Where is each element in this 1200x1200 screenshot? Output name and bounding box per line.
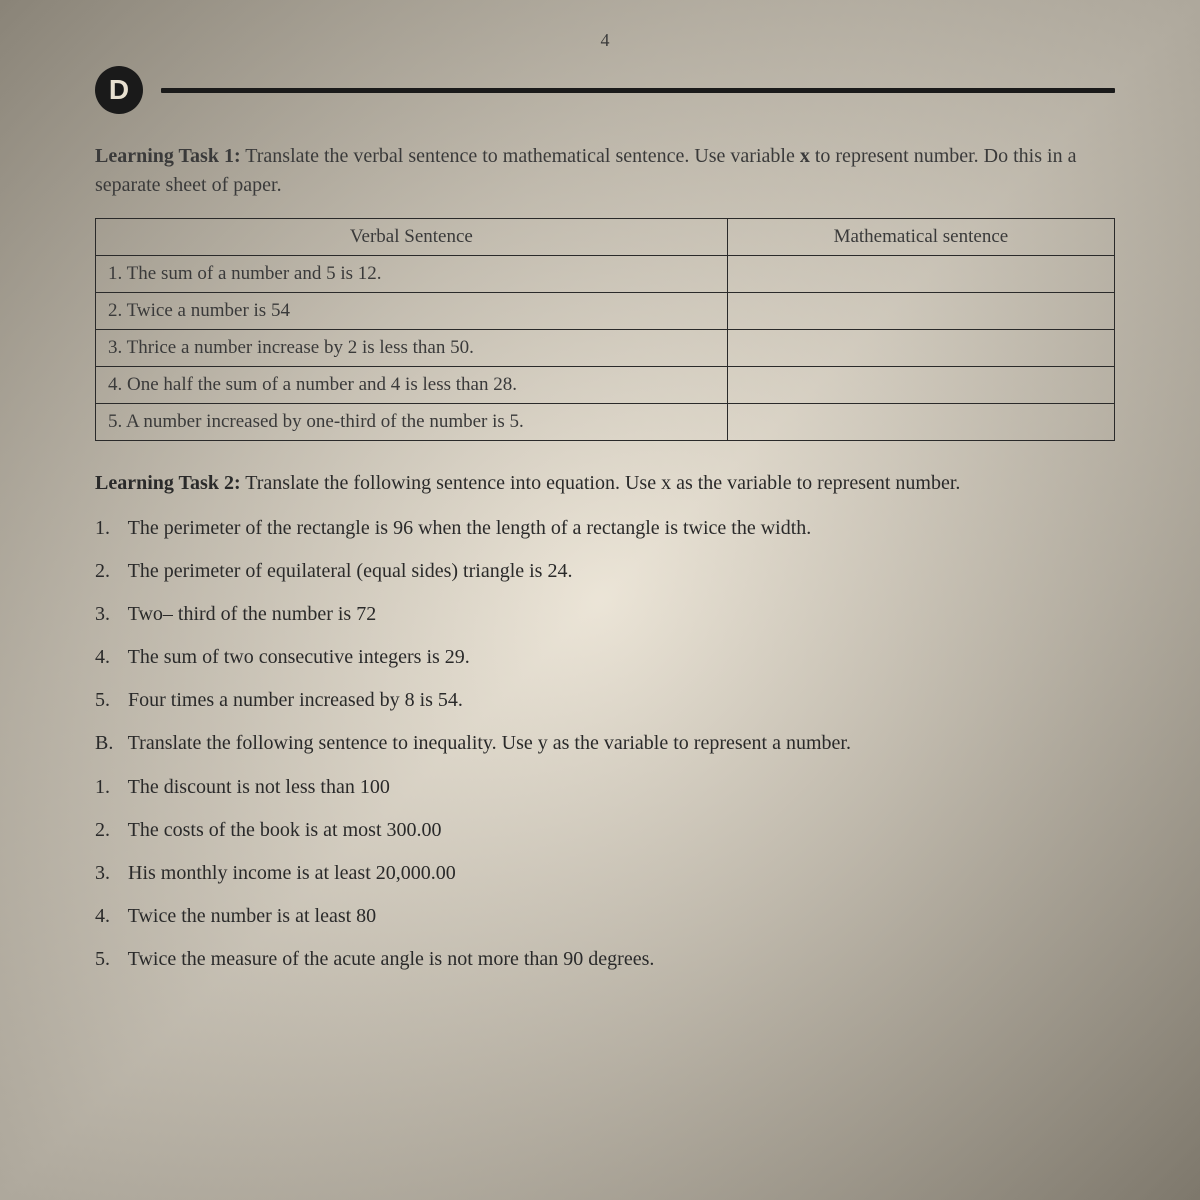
table-row: 4. One half the sum of a number and 4 is… [96,367,1115,404]
col-math: Mathematical sentence [727,219,1114,256]
section-b-text: Translate the following sentence to ineq… [128,732,851,754]
item-text: The perimeter of the rectangle is 96 whe… [128,517,812,539]
verbal-cell: 4. One half the sum of a number and 4 is… [96,367,728,404]
verbal-cell: 2. Twice a number is 54 [96,293,728,330]
item-text: Two– third of the number is 72 [128,603,377,625]
item-text: The perimeter of equilateral (equal side… [128,560,573,582]
list-item: 2. The costs of the book is at most 300.… [95,816,1115,844]
verbal-cell: 1. The sum of a number and 5 is 12. [96,256,728,293]
table-header-row: Verbal Sentence Mathematical sentence [96,219,1115,256]
section-header: D [95,66,1115,114]
task1-label: Learning Task 1: [95,145,241,167]
task2-label: Learning Task 2: [95,472,241,494]
task2-list: 1. The perimeter of the rectangle is 96 … [95,514,1115,714]
task1-table: Verbal Sentence Mathematical sentence 1.… [95,218,1115,441]
item-text: Twice the number is at least 80 [128,905,377,927]
section-badge: D [95,66,143,114]
list-item: 5. Four times a number increased by 8 is… [95,686,1115,714]
table-row: 5. A number increased by one-third of th… [96,404,1115,441]
list-item: 1. The discount is not less than 100 [95,773,1115,801]
math-cell [727,404,1114,441]
section-b-list: 1. The discount is not less than 100 2. … [95,773,1115,973]
list-item: 3. His monthly income is at least 20,000… [95,859,1115,887]
verbal-cell: 3. Thrice a number increase by 2 is less… [96,330,728,367]
task1-variable: x [800,145,810,167]
task1-text1: Translate the verbal sentence to mathema… [241,145,800,167]
math-cell [727,293,1114,330]
table-row: 1. The sum of a number and 5 is 12. [96,256,1115,293]
section-b-intro: B. Translate the following sentence to i… [95,729,1115,758]
item-text: The sum of two consecutive integers is 2… [128,646,470,668]
item-text: Twice the measure of the acute angle is … [128,948,655,970]
list-item: 4. Twice the number is at least 80 [95,902,1115,930]
header-rule [161,88,1115,93]
task2-intro: Learning Task 2: Translate the following… [95,469,1115,498]
table-row: 3. Thrice a number increase by 2 is less… [96,330,1115,367]
task2-text: Translate the following sentence into eq… [241,472,961,494]
math-cell [727,330,1114,367]
item-text: The costs of the book is at most 300.00 [128,819,442,841]
list-item: 1. The perimeter of the rectangle is 96 … [95,514,1115,542]
math-cell [727,367,1114,404]
item-text: The discount is not less than 100 [128,776,390,798]
list-item: 2. The perimeter of equilateral (equal s… [95,557,1115,585]
item-text: His monthly income is at least 20,000.00 [128,862,456,884]
col-verbal: Verbal Sentence [96,219,728,256]
math-cell [727,256,1114,293]
item-text: Four times a number increased by 8 is 54… [128,689,463,711]
list-item: 4. The sum of two consecutive integers i… [95,643,1115,671]
section-b-label: B. [95,729,123,758]
list-item: 3. Two– third of the number is 72 [95,600,1115,628]
verbal-cell: 5. A number increased by one-third of th… [96,404,728,441]
page-number: 4 [95,30,1115,51]
list-item: 5. Twice the measure of the acute angle … [95,945,1115,973]
task1-intro: Learning Task 1: Translate the verbal se… [95,142,1115,200]
table-row: 2. Twice a number is 54 [96,293,1115,330]
